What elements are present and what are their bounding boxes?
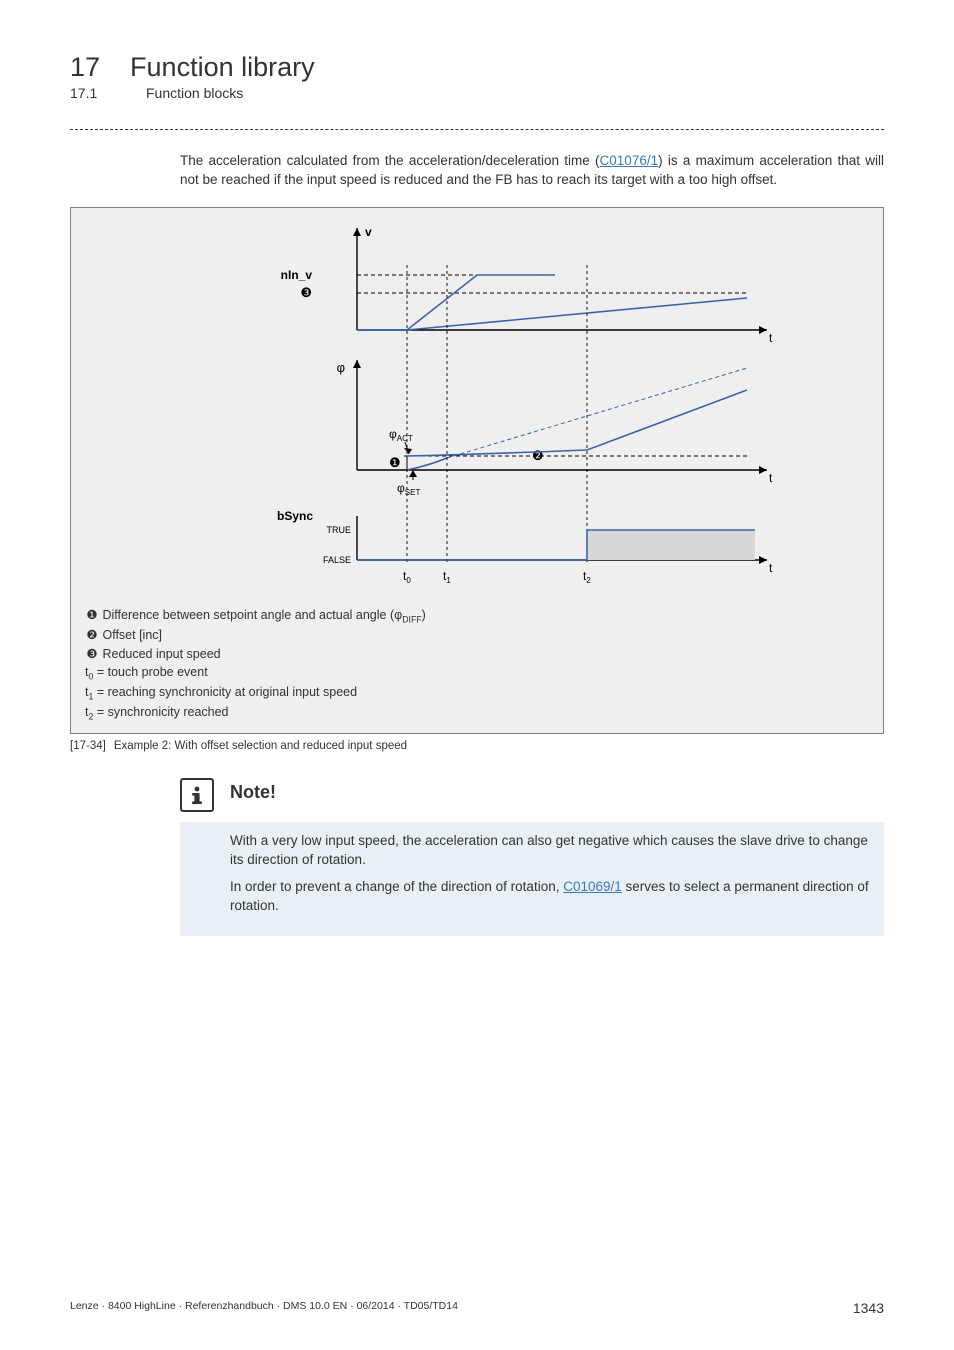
chapter-title: Function library — [130, 52, 315, 83]
note-body: With a very low input speed, the acceler… — [180, 822, 884, 936]
svg-text:φSET: φSET — [397, 481, 420, 497]
svg-text:φ: φ — [337, 360, 345, 375]
note-heading: Note! — [230, 782, 276, 803]
svg-text:φACT: φACT — [389, 427, 413, 443]
footer-text: Lenze · 8400 HighLine · Referenzhandbuch… — [70, 1300, 458, 1316]
link-c01069[interactable]: C01069/1 — [563, 879, 622, 894]
svg-text:❷: ❷ — [532, 448, 544, 463]
figure-caption: [17-34]Example 2: With offset selection … — [70, 740, 884, 752]
figure-legend: ❶ Difference between setpoint angle and … — [85, 606, 869, 723]
svg-text:❶: ❶ — [389, 455, 401, 470]
figure-box: v t nIn_v ❸ φ t — [70, 207, 884, 734]
svg-text:t0: t0 — [403, 569, 411, 585]
svg-text:v: v — [365, 225, 372, 239]
chapter-number: 17 — [70, 52, 100, 83]
svg-text:t: t — [769, 561, 773, 575]
svg-text:t1: t1 — [443, 569, 451, 585]
info-icon — [180, 778, 214, 812]
page-number: 1343 — [853, 1300, 884, 1316]
svg-text:t: t — [769, 331, 773, 345]
svg-text:FALSE: FALSE — [323, 555, 351, 565]
figure-diagram: v t nIn_v ❸ φ t — [127, 220, 827, 600]
section-divider — [70, 129, 884, 130]
intro-paragraph: The acceleration calculated from the acc… — [180, 152, 884, 189]
svg-text:TRUE: TRUE — [327, 525, 352, 535]
svg-text:t: t — [769, 471, 773, 485]
svg-text:t2: t2 — [583, 569, 591, 585]
svg-text:bSync: bSync — [277, 509, 313, 523]
svg-text:❸: ❸ — [300, 285, 312, 300]
svg-text:nIn_v: nIn_v — [281, 268, 313, 282]
section-number: 17.1 — [70, 85, 116, 101]
section-title: Function blocks — [146, 85, 243, 101]
link-c01076[interactable]: C01076/1 — [600, 153, 659, 168]
